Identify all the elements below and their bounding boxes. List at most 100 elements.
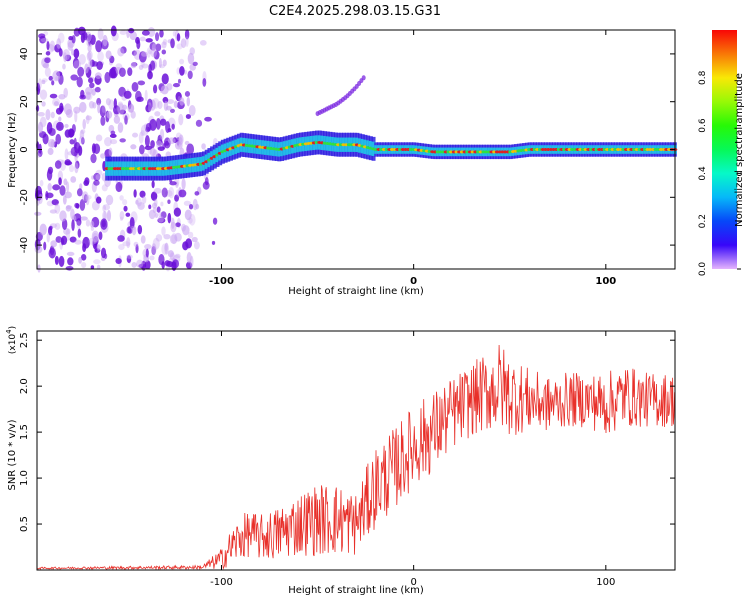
noise-blob (189, 47, 195, 56)
noise-blob (110, 130, 116, 135)
noise-blob (105, 50, 112, 60)
noise-blob (104, 137, 112, 147)
noise-blob (63, 52, 67, 63)
noise-blob (135, 199, 139, 205)
noise-blob (138, 131, 144, 144)
noise-blob (212, 217, 218, 225)
noise-blob (74, 239, 82, 245)
noise-blob (42, 133, 49, 145)
noise-blob (47, 138, 56, 148)
noise-blob (80, 137, 85, 145)
noise-blob (136, 96, 144, 102)
noise-blob (176, 67, 181, 75)
noise-blob (191, 236, 198, 243)
noise-blob (76, 220, 81, 229)
noise-blob (58, 255, 65, 268)
noise-blob (78, 256, 83, 264)
noise-blob (95, 72, 102, 79)
noise-blob (163, 233, 171, 240)
noise-blob (178, 189, 187, 198)
snr-plot-area (36, 344, 675, 571)
noise-blob (185, 114, 191, 119)
noise-blob (49, 93, 58, 99)
noise-blob (90, 220, 95, 228)
noise-blob (187, 217, 193, 224)
noise-blob (159, 64, 166, 69)
noise-blob (151, 202, 158, 209)
y-tick-label: 40 (19, 48, 30, 61)
noise-blob (204, 116, 212, 122)
noise-blob (188, 214, 196, 226)
x-tick-label: 100 (595, 276, 616, 287)
noise-blob (100, 153, 106, 159)
noise-blob (152, 84, 158, 94)
noise-blob (188, 105, 196, 117)
noise-blob (82, 31, 88, 41)
noise-blob (84, 63, 89, 74)
noise-blob (158, 58, 162, 68)
noise-blob (64, 148, 69, 160)
noise-blob (136, 259, 144, 268)
noise-blob (144, 89, 148, 102)
noise-blob (58, 48, 63, 57)
noise-blob (88, 237, 96, 245)
noise-blob (119, 109, 127, 115)
noise-blob (193, 241, 200, 250)
noise-blob (65, 205, 73, 210)
noise-blob (83, 179, 90, 186)
noise-blob (157, 100, 163, 110)
noise-blob (119, 216, 123, 221)
noise-blob (101, 105, 106, 113)
noise-blob (140, 130, 145, 137)
noise-blob (50, 111, 55, 119)
noise-blob (199, 40, 207, 46)
y-tick-label: 2.5 (19, 332, 30, 348)
noise-blob (41, 79, 46, 85)
noise-blob (152, 206, 157, 214)
noise-blob (157, 217, 166, 224)
snr-x-axis-label: Height of straight line (km) (288, 585, 424, 596)
noise-blob (187, 52, 195, 65)
colorbar-tick-label: 0.4 (698, 166, 708, 181)
noise-blob (136, 39, 141, 50)
noise-blob (94, 86, 101, 93)
noise-blob (184, 209, 192, 221)
noise-blob (63, 178, 68, 186)
noise-blob (119, 30, 127, 35)
y-tick-label: 2.0 (19, 378, 30, 394)
noise-blob (123, 205, 128, 212)
noise-blob (92, 232, 98, 244)
noise-blob (165, 105, 172, 111)
noise-blob (161, 261, 165, 269)
noise-blob (46, 232, 50, 243)
noise-blob (101, 184, 108, 192)
noise-blob (126, 237, 131, 249)
noise-blob (165, 121, 171, 133)
noise-blob (77, 66, 85, 77)
noise-blob (90, 225, 95, 232)
noise-blob (126, 254, 133, 259)
noise-blob (97, 103, 101, 114)
noise-blob (87, 44, 92, 53)
y-tick-label: -40 (19, 237, 30, 253)
noise-blob (105, 98, 111, 106)
noise-blob (55, 133, 62, 145)
noise-blob (81, 261, 87, 269)
noise-blob (115, 181, 123, 193)
noise-blob (102, 210, 108, 221)
noise-blob (162, 59, 167, 67)
noise-blob (59, 159, 67, 171)
noise-blob (76, 76, 83, 88)
noise-blob (88, 101, 95, 109)
noise-blob (176, 189, 180, 197)
noise-blob (113, 98, 117, 109)
noise-blob (161, 73, 169, 85)
noise-blob (131, 262, 137, 268)
noise-blob (49, 225, 53, 231)
colorbar-tick-label: 0.8 (698, 70, 708, 85)
noise-blob (119, 210, 125, 220)
colorbar-tick-label: 0.2 (698, 214, 708, 228)
noise-blob (184, 29, 190, 40)
noise-blob (82, 118, 87, 130)
noise-blob (67, 257, 74, 266)
